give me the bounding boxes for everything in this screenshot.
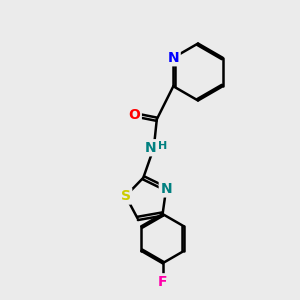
Text: O: O <box>128 108 140 122</box>
Text: N: N <box>167 51 179 65</box>
Text: F: F <box>158 275 167 289</box>
Text: N: N <box>144 141 156 155</box>
Text: N: N <box>160 182 172 196</box>
Text: S: S <box>121 189 131 203</box>
Text: H: H <box>158 141 167 151</box>
